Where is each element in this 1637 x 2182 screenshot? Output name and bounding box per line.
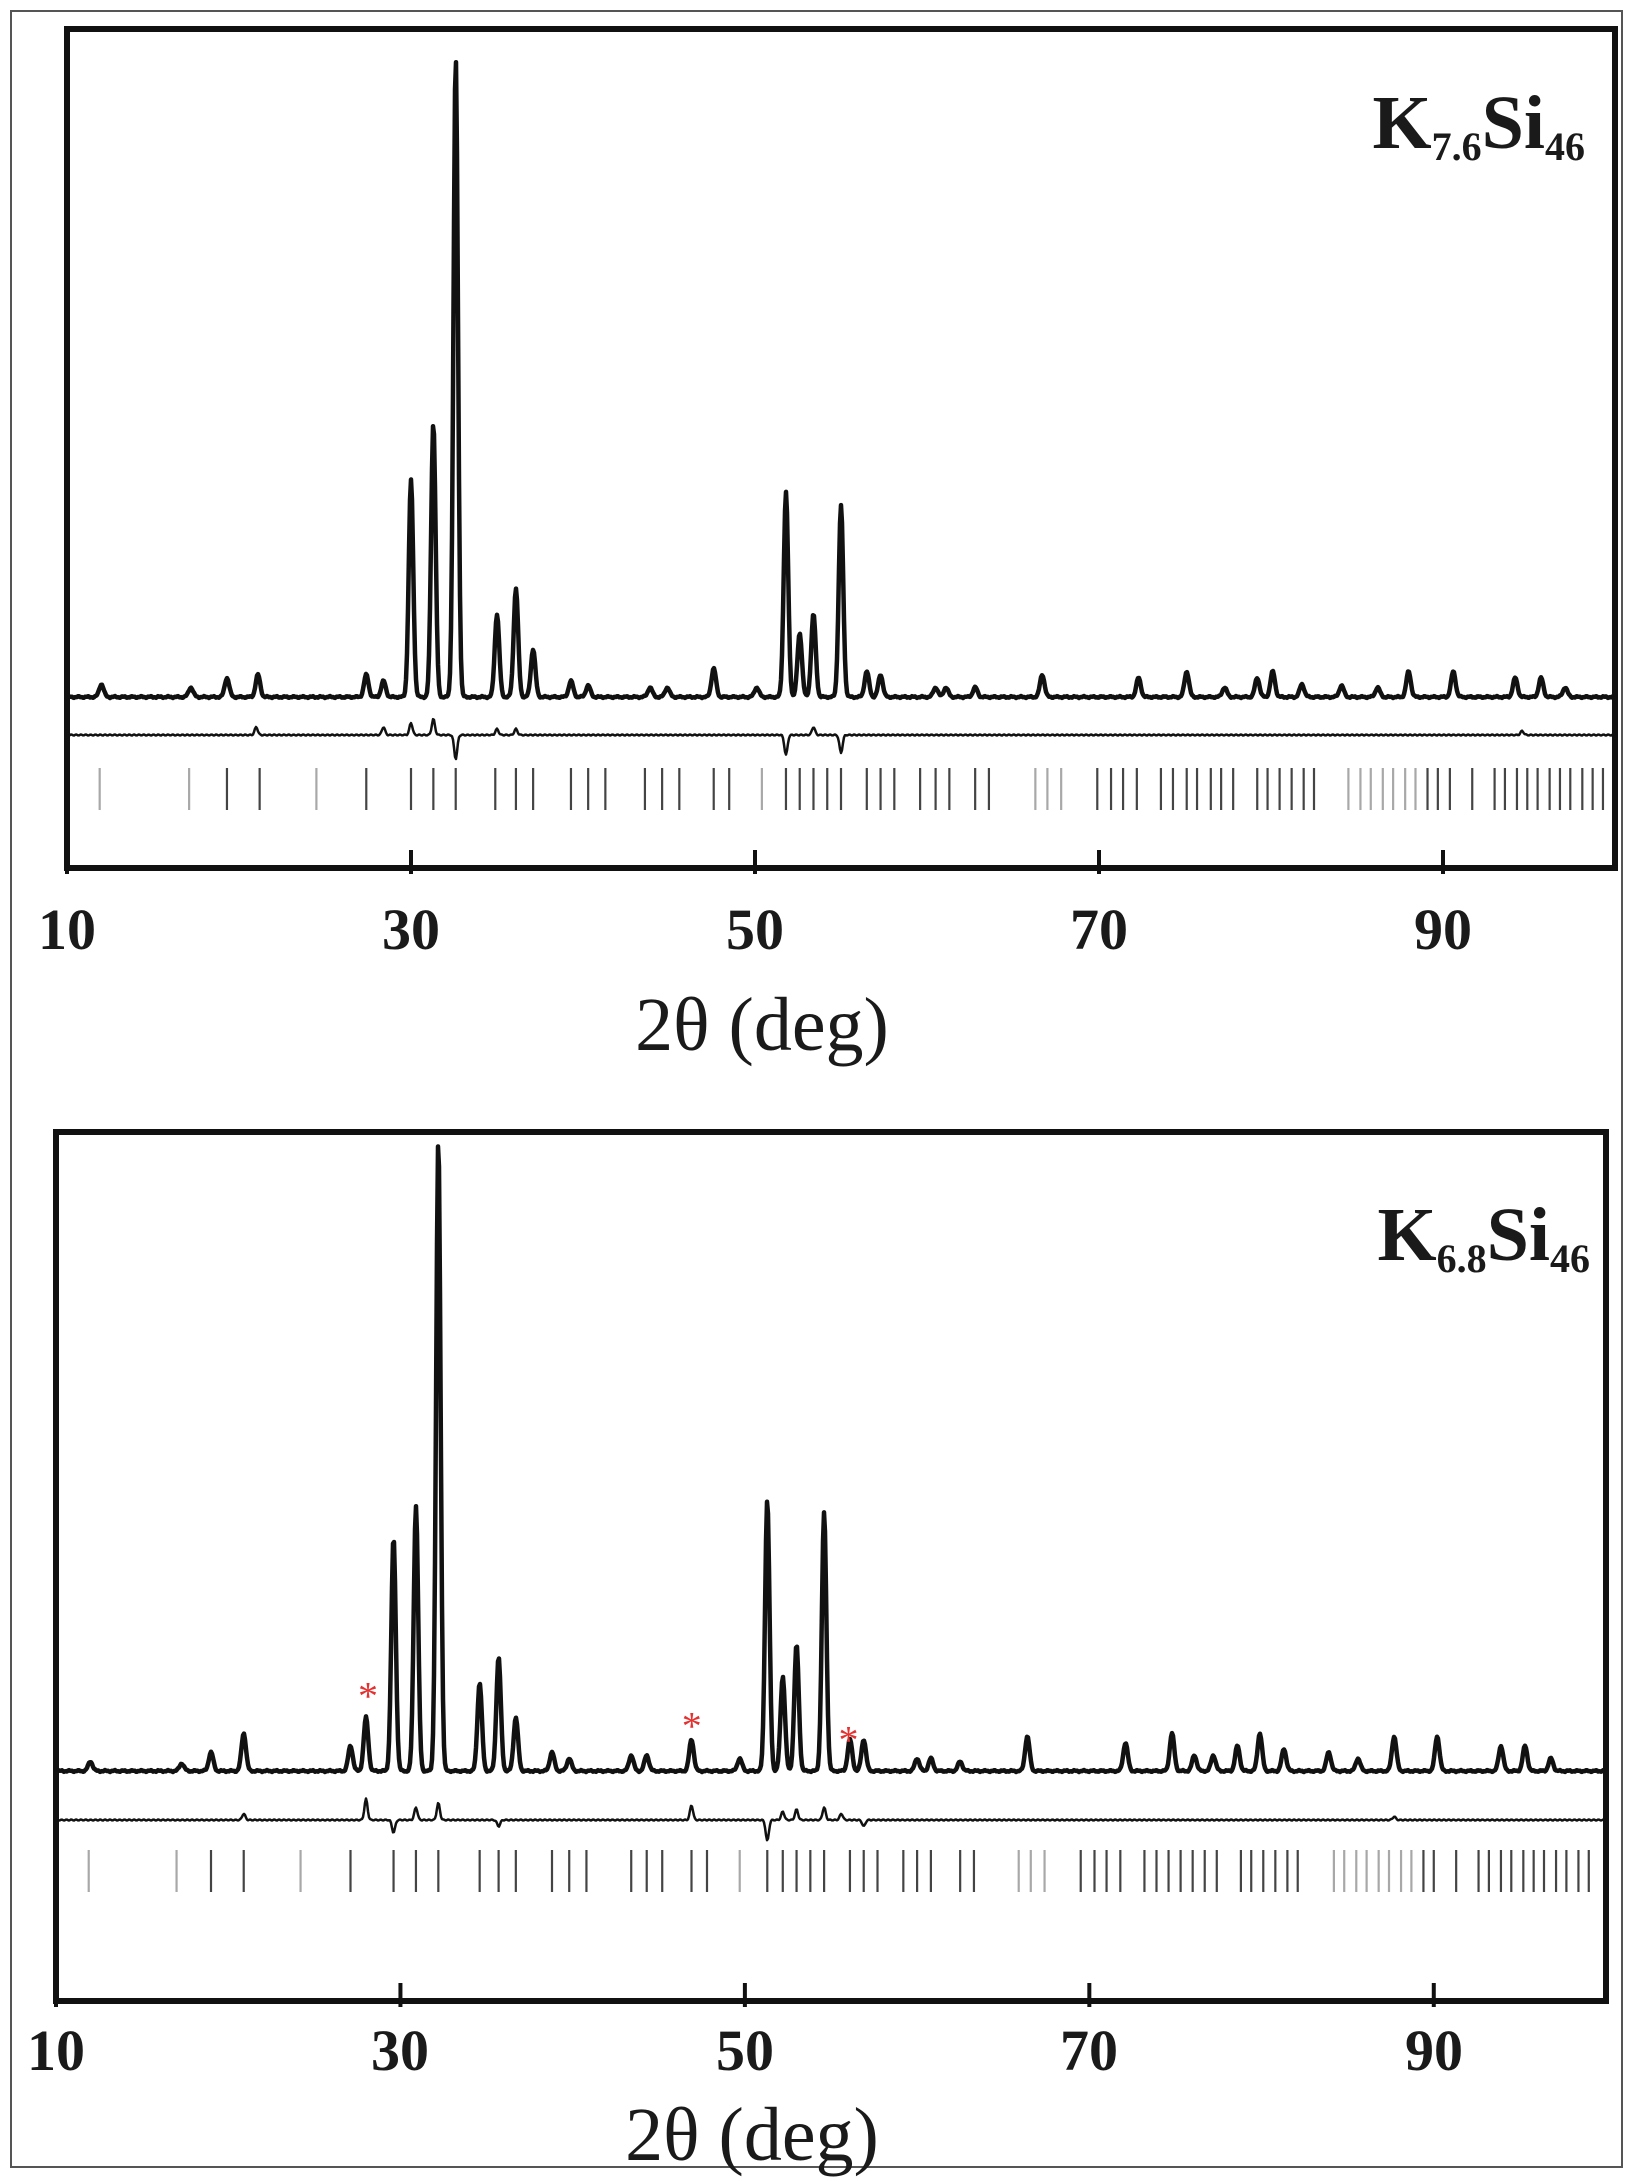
reflection-ticks [87, 1850, 1590, 1892]
x-tick-label: 70 [1060, 2018, 1118, 2083]
pattern-trace [67, 59, 1615, 701]
x-tick-label: 30 [371, 2018, 429, 2083]
plot-frame [53, 1129, 1609, 2004]
difference-trace [57, 1797, 1605, 1842]
x-tick-label: 90 [1405, 2018, 1463, 2083]
x-tick-label: 50 [716, 2018, 774, 2083]
x-axis-ticks [65, 850, 1445, 874]
x-tick-label: 70 [1070, 897, 1128, 962]
x-tick-label: 10 [38, 897, 96, 962]
figure-frame [10, 10, 1623, 2168]
impurity-asterisk: * [682, 1704, 702, 1749]
x-axis-ticks [54, 1983, 1436, 2007]
x-tick-label: 30 [382, 897, 440, 962]
difference-trace [68, 717, 1614, 761]
x-tick-label: 10 [27, 2018, 85, 2083]
x-axis-title: 2θ (deg) [625, 2093, 879, 2177]
x-tick-label: 90 [1414, 897, 1472, 962]
impurity-asterisk: * [358, 1673, 378, 1718]
plot-frame [64, 26, 1618, 871]
pattern-trace [56, 1144, 1606, 1775]
chart-panel-top: 10 30 50 70 90 2θ (deg) K7.6Si46 [38, 26, 1618, 1067]
impurity-asterisk: * [839, 1717, 859, 1762]
chart-panel-bottom: * * * 10 30 50 70 90 2θ (deg) K6.8Si46 [27, 1129, 1609, 2177]
x-axis-title: 2θ (deg) [635, 983, 889, 1067]
x-tick-label: 50 [726, 897, 784, 962]
compound-label: K7.6Si46 [1372, 81, 1585, 169]
impurity-markers: * * * [358, 1673, 859, 1762]
compound-label: K6.8Si46 [1377, 1193, 1590, 1281]
reflection-ticks [98, 768, 1605, 810]
